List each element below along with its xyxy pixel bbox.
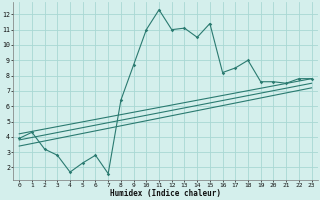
X-axis label: Humidex (Indice chaleur): Humidex (Indice chaleur) — [110, 189, 221, 198]
